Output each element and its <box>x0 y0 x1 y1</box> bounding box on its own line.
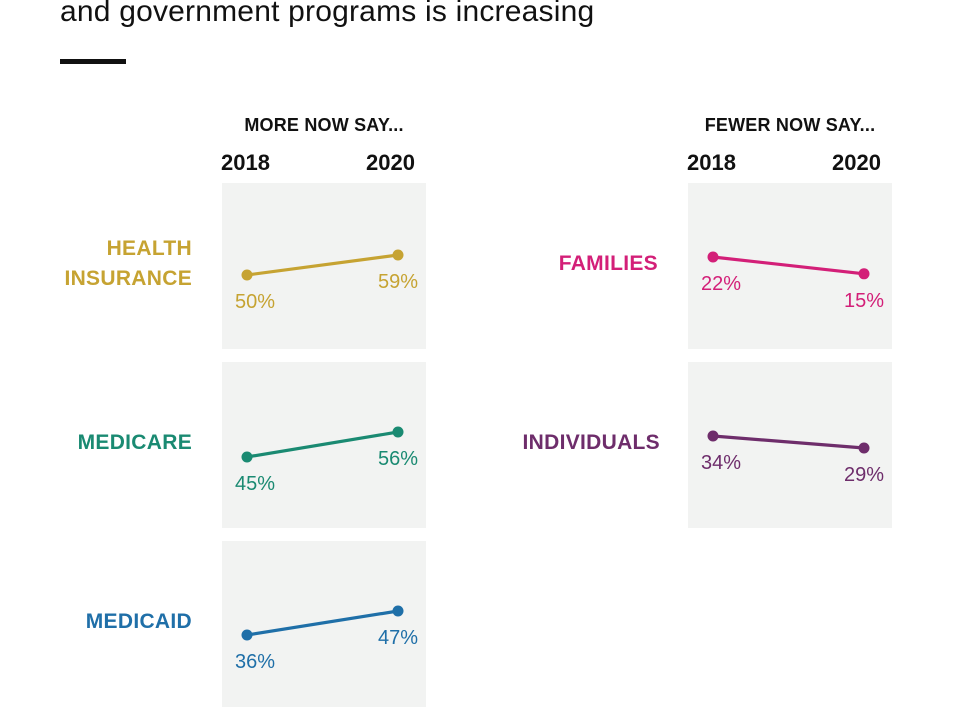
point-2018-medicare <box>241 451 253 463</box>
chart-title: and government programs is increasing <box>60 0 595 28</box>
panel-families: 22% 15% <box>688 183 892 349</box>
data-label-2018-medicaid: 36% <box>235 651 275 673</box>
slope-chart-families: 22% 15% <box>701 251 884 312</box>
data-label-2018-individuals: 34% <box>701 452 741 474</box>
point-2020-individuals <box>858 442 870 454</box>
row-label-medicare: MEDICARE <box>77 431 192 454</box>
point-2020-health-insurance <box>392 249 404 261</box>
data-label-2020-medicaid: 47% <box>378 627 418 649</box>
panel-individuals: 34% 29% <box>688 362 892 528</box>
year-label-2018-more: 2018 <box>221 150 270 175</box>
year-label-2020-fewer: 2020 <box>832 150 881 175</box>
row-label-families: FAMILIES <box>558 252 658 275</box>
slope-line-medicaid <box>245 609 400 637</box>
point-2018-medicaid <box>241 629 253 641</box>
panel-health-insurance: 50% 59% <box>222 183 426 349</box>
slope-line-health-insurance <box>245 253 400 277</box>
panel-medicaid: 36% 47% <box>222 541 426 707</box>
slope-chart-health-insurance: 50% 59% <box>235 249 418 313</box>
point-2020-medicare <box>392 426 404 438</box>
year-label-2018-fewer: 2018 <box>687 150 736 175</box>
point-2020-families <box>858 268 870 280</box>
data-label-2018-families: 22% <box>701 273 741 295</box>
row-label-medicaid: MEDICAID <box>85 610 192 633</box>
slope-line-families <box>711 255 866 276</box>
row-label-health-insurance: HEALTH INSURANCE <box>64 237 192 290</box>
slope-chart-medicare: 45% 56% <box>235 426 418 495</box>
data-label-2018-medicare: 45% <box>235 473 275 495</box>
panel-medicare: 45% 56% <box>222 362 426 528</box>
slope-chart-individuals: 34% 29% <box>701 430 884 486</box>
group-header-more: MORE NOW SAY... <box>244 115 404 135</box>
group-header-fewer: FEWER NOW SAY... <box>704 115 876 135</box>
point-2018-families <box>707 251 719 263</box>
slope-line-medicare <box>245 430 400 459</box>
data-label-2020-families: 15% <box>844 290 884 312</box>
data-label-2018-health-insurance: 50% <box>235 291 275 313</box>
slope-chart-medicaid: 36% 47% <box>235 605 418 673</box>
data-label-2020-health-insurance: 59% <box>378 271 418 293</box>
point-2018-health-insurance <box>241 269 253 281</box>
year-label-2020-more: 2020 <box>366 150 415 175</box>
row-label-individuals: INDIVIDUALS <box>522 431 660 454</box>
data-label-2020-medicare: 56% <box>378 448 418 470</box>
slope-line-individuals <box>711 434 866 450</box>
point-2018-individuals <box>707 430 719 442</box>
title-rule <box>60 59 126 64</box>
point-2020-medicaid <box>392 605 404 617</box>
data-label-2020-individuals: 29% <box>844 464 884 486</box>
